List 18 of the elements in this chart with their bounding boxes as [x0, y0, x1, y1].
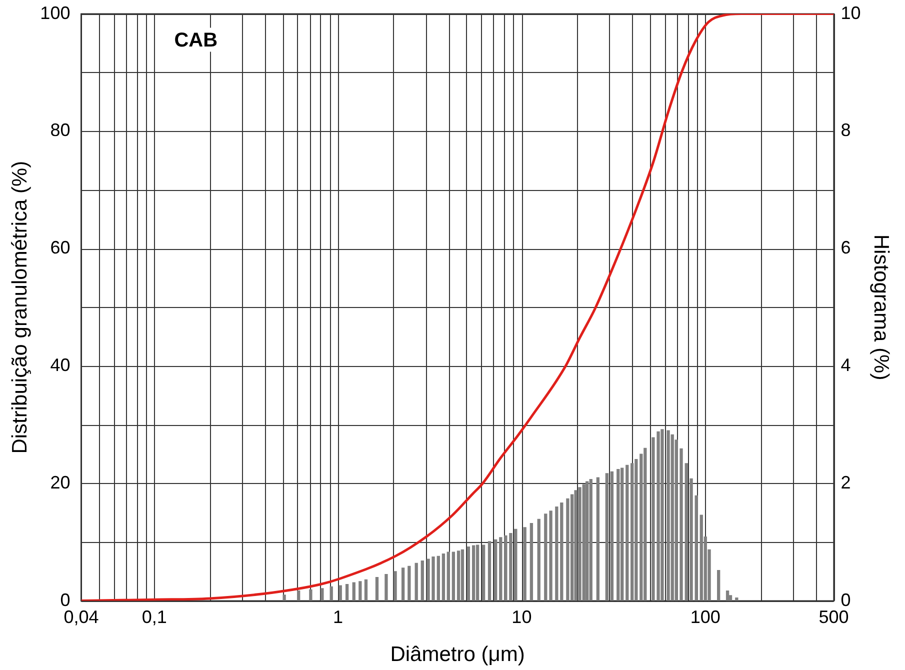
annotation: CAB: [174, 29, 218, 52]
y-tick-label: 20: [50, 472, 70, 492]
y2-axis-title: Histograma (%): [870, 234, 893, 380]
y-axis-title: Distribuição granulométrica (%): [8, 160, 32, 454]
y2-tick-label: 2: [840, 472, 851, 492]
x-tick-label: 0,1: [142, 606, 167, 627]
y2-tick-label: 6: [840, 238, 851, 258]
x-tick-label: 1: [333, 606, 344, 627]
y-tick-label: 40: [50, 354, 70, 375]
x-tick-label: 100: [690, 606, 720, 627]
x-axis-title: Diâmetro (μm): [390, 643, 525, 666]
y-tick-label: 100: [40, 2, 70, 23]
y2-tick-label: 10: [840, 2, 861, 23]
y2-tick-label: 4: [840, 354, 851, 375]
y2-tick-label: 8: [840, 120, 851, 140]
y-tick-label: 80: [50, 120, 70, 140]
x-tick-label: 10: [512, 606, 532, 627]
y-tick-label: 60: [50, 238, 70, 258]
